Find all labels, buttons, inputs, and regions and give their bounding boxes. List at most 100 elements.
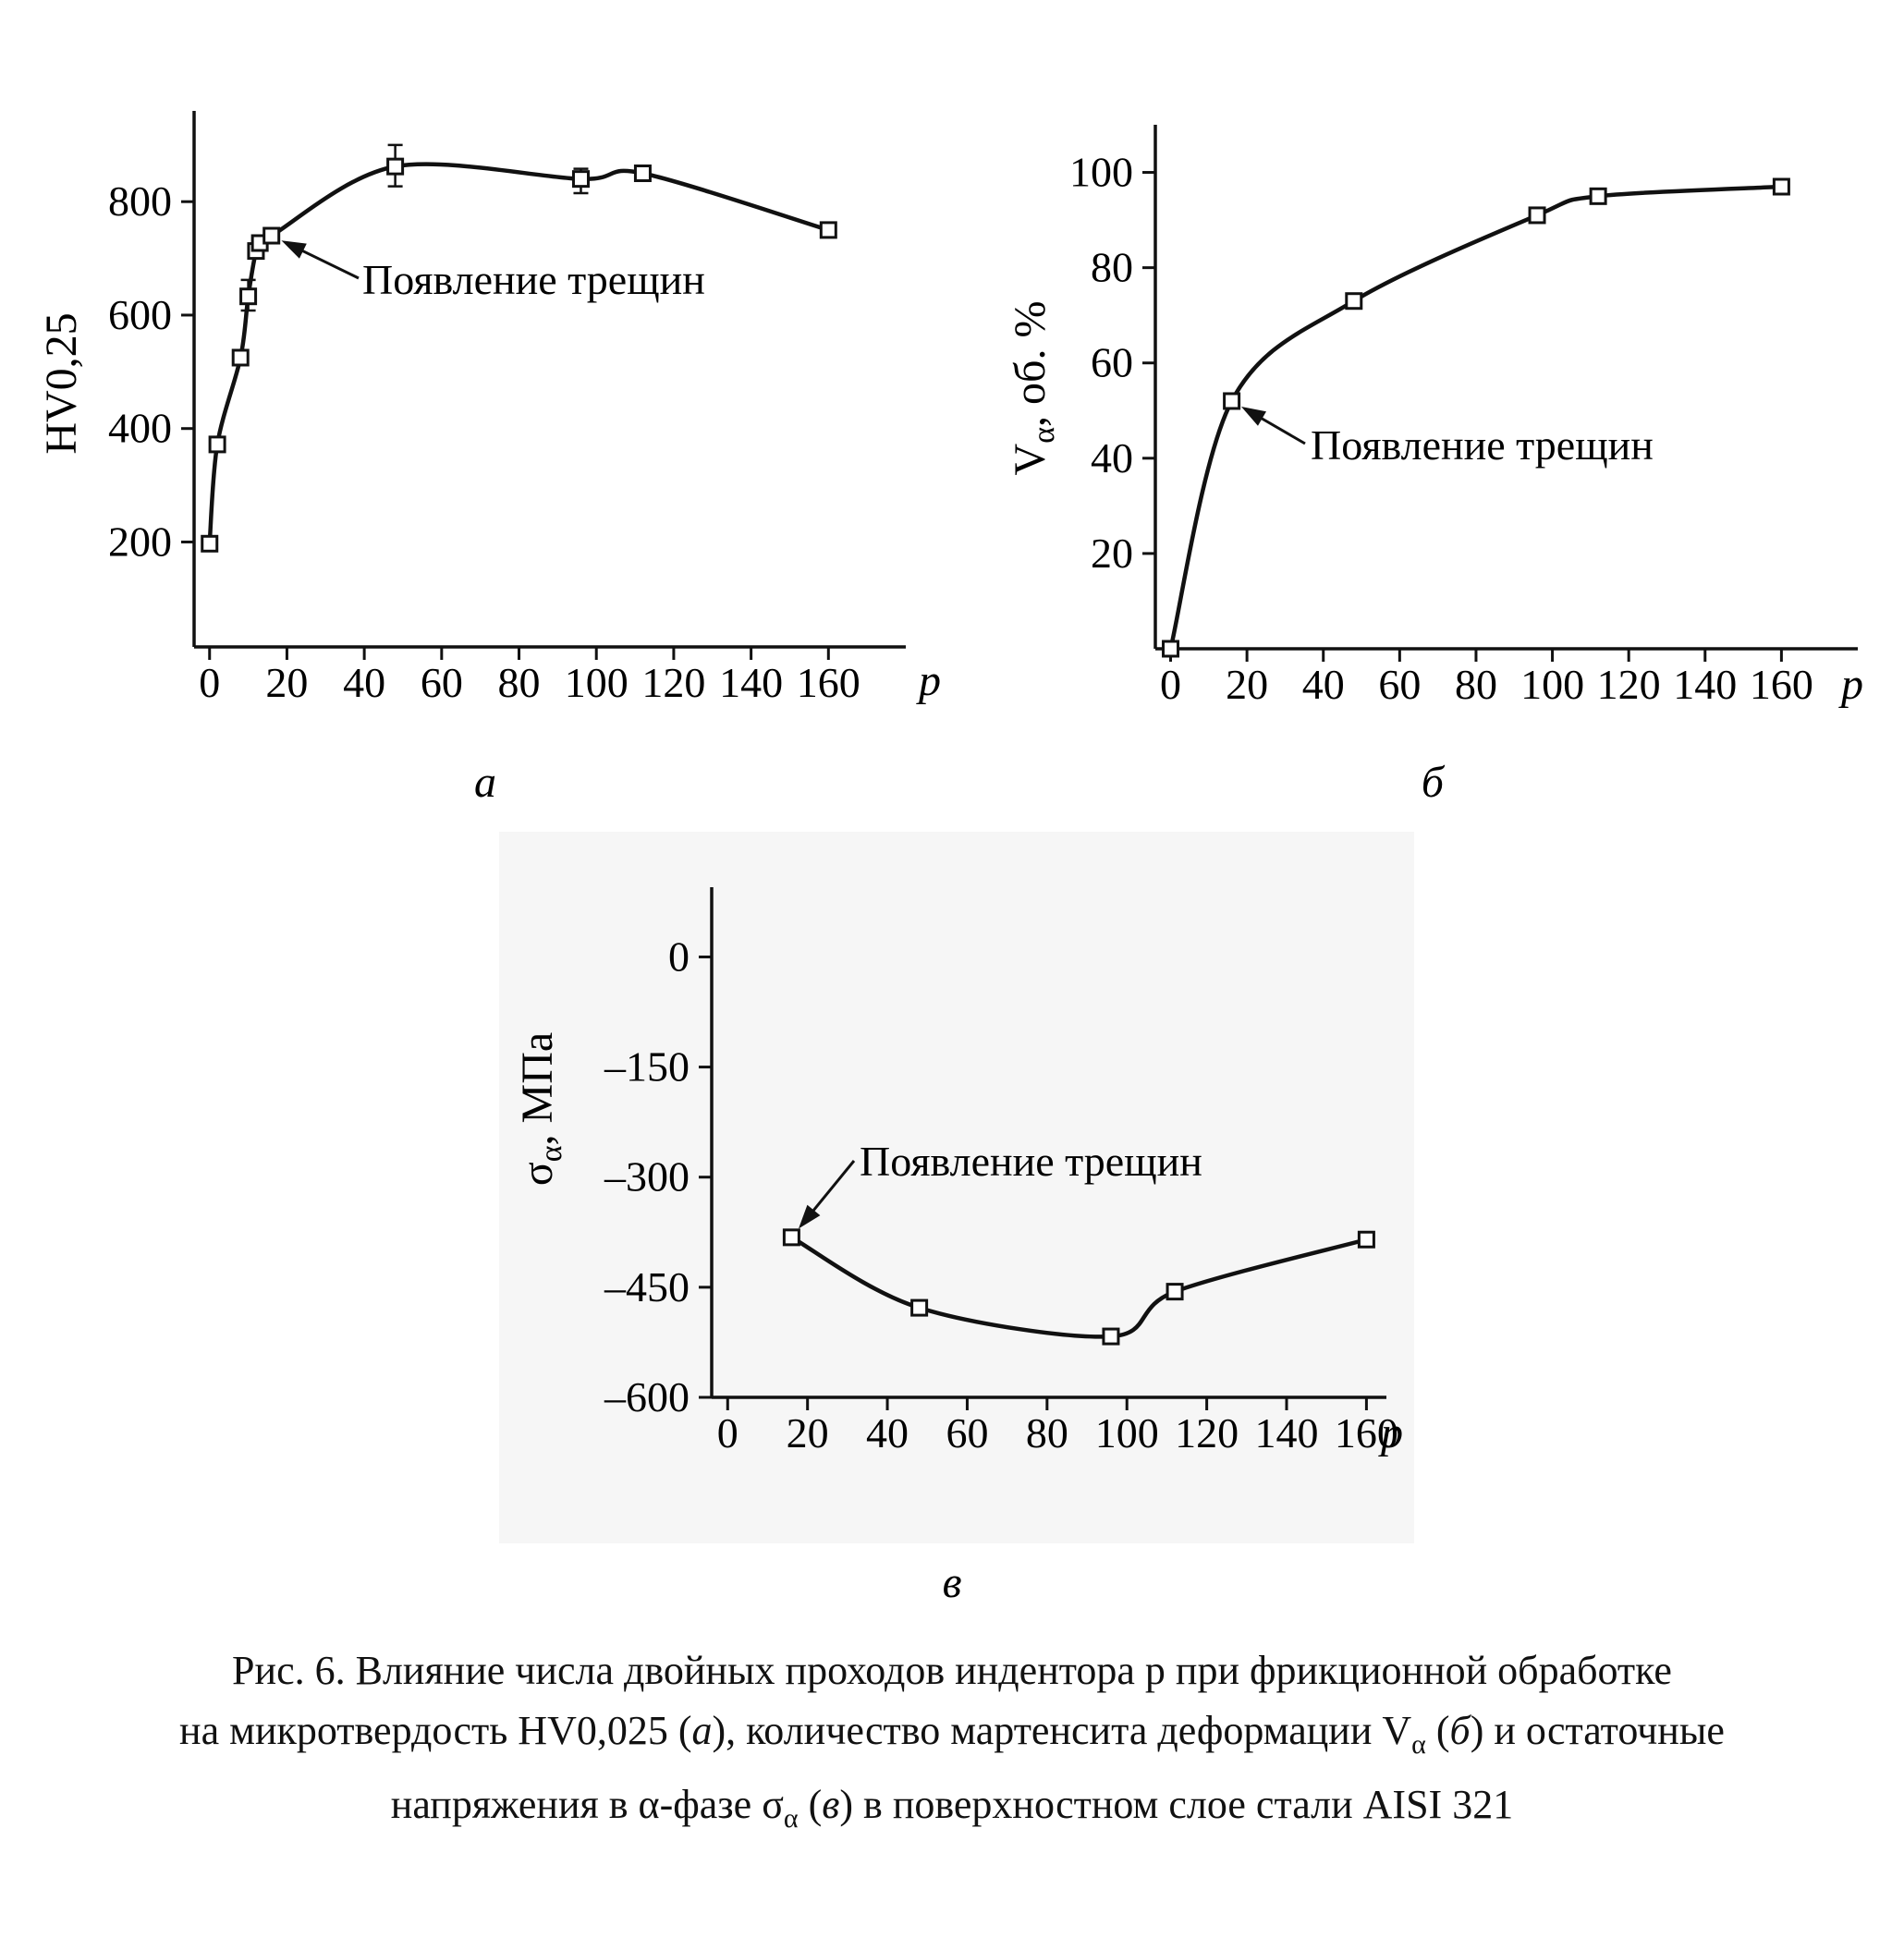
- chart-c-xtick-label: 120: [1175, 1409, 1239, 1456]
- chart-a-data-point: [201, 534, 219, 553]
- caption-line-3-a: напряжения в α-фазе σ: [390, 1781, 784, 1827]
- chart-a-xtick-label: 80: [498, 659, 541, 706]
- chart-b-xtick-label: 40: [1302, 661, 1345, 708]
- caption-line-3-a-sub: α: [783, 1802, 799, 1834]
- caption-ref-c: в: [822, 1781, 840, 1827]
- chart-a-annotation-arrowhead: [281, 240, 307, 259]
- chart-a-ytick-label: 200: [108, 518, 172, 565]
- chart-c-ytick-label: 0: [668, 932, 690, 980]
- caption-line-1-text: Рис. 6. Влияние числа двойных проходов и…: [232, 1648, 1672, 1693]
- caption-line-2-a: на микротвердость HV0,025 (: [179, 1708, 692, 1753]
- chart-b-xtick-label: 80: [1455, 661, 1497, 708]
- chart-a-xtick-label: 0: [199, 659, 220, 706]
- chart-b-ytick-label: 80: [1091, 244, 1133, 291]
- chart-a-ytick-label: 800: [108, 177, 172, 225]
- chart-b-data-point: [1162, 640, 1180, 658]
- chart-c-xtick-label: 80: [1026, 1409, 1068, 1456]
- chart-c-ytick-label: –450: [604, 1263, 690, 1310]
- chart-c-xtick-label: 20: [787, 1409, 829, 1456]
- chart-c-panel-label: в: [943, 1558, 962, 1607]
- chart-c-data-point: [782, 1228, 800, 1247]
- chart-a-xtick-label: 100: [565, 659, 629, 706]
- chart-c-xtick-label: 0: [717, 1409, 738, 1456]
- chart-b-ytick-label: 100: [1069, 149, 1133, 196]
- chart-a-data-point: [239, 287, 258, 306]
- caption-line-2-c: ) и остаточные: [1470, 1708, 1725, 1753]
- chart-c: 0 20 40 60 80 100 120 140 160 0 –150 –300 –450 –600 σ…: [513, 887, 1403, 1607]
- chart-b-annotation: Появление трещин: [1311, 421, 1654, 469]
- caption-ref-a: а: [691, 1708, 713, 1753]
- chart-c-ytick-label: –600: [604, 1373, 690, 1420]
- chart-b-xtick-label: 160: [1750, 661, 1813, 708]
- chart-a-series-line: [207, 162, 829, 544]
- chart-a-data-point: [633, 165, 652, 183]
- chart-a-data-point: [231, 348, 250, 367]
- chart-b-xlabel: p: [1838, 660, 1863, 709]
- chart-a-xtick-label: 20: [265, 659, 308, 706]
- figure-caption: Рис. 6. Влияние числа двойных проходов и…: [37, 1640, 1867, 1848]
- caption-line-2-b-sub: α: [1411, 1728, 1426, 1760]
- chart-a-data-point: [386, 157, 405, 176]
- chart-b-annotation-arrowhead: [1240, 406, 1266, 426]
- chart-c-xlabel: p: [1378, 1408, 1403, 1457]
- chart-c-xtick-label: 60: [946, 1409, 988, 1456]
- chart-b-ytick-label: 40: [1091, 434, 1133, 481]
- chart-b-xtick-label: 120: [1597, 661, 1661, 708]
- chart-a-panel-label: а: [474, 758, 496, 807]
- chart-c-ytick-label: –150: [604, 1043, 690, 1091]
- chart-c-data-point: [910, 1298, 929, 1317]
- chart-c-xtick-label: 100: [1095, 1409, 1159, 1456]
- chart-b-xtick-label: 20: [1226, 661, 1268, 708]
- chart-b-xtick-label: 60: [1378, 661, 1421, 708]
- chart-b-series-line: [1168, 184, 1782, 650]
- chart-a-data-point: [819, 221, 837, 239]
- chart-c-ylabel-main: σ: [513, 1162, 562, 1186]
- chart-b-ylabel-sub: α: [1027, 427, 1061, 444]
- chart-a: 0 20 40 60 80 100 120 140 160 200 400 600 800 HV0,25…: [37, 111, 941, 807]
- chart-c-annotation: Появление трещин: [860, 1138, 1202, 1185]
- chart-b-data-point: [1589, 187, 1607, 205]
- chart-b-ytick-label: 20: [1091, 530, 1133, 577]
- chart-c-xtick-label: 140: [1255, 1409, 1319, 1456]
- chart-b-data-point: [1223, 392, 1241, 410]
- chart-a-ylabel: HV0,25: [37, 312, 86, 454]
- chart-b-xtick-label: 0: [1160, 661, 1181, 708]
- chart-c-annotation-arrow: [806, 1160, 856, 1219]
- caption-line-3-a-paren: (: [798, 1781, 823, 1827]
- panel-c-background: [499, 832, 1414, 1543]
- chart-b-data-point: [1772, 177, 1790, 196]
- chart-c-data-point: [1166, 1283, 1184, 1301]
- caption-line-2: на микротвердость HV0,025 (а), количеств…: [37, 1700, 1867, 1774]
- chart-c-xtick-label: 160: [1335, 1409, 1398, 1456]
- chart-b-xtick-label: 140: [1673, 661, 1737, 708]
- chart-c-annotation-arrowhead: [798, 1204, 821, 1229]
- chart-a-xtick-label: 40: [343, 659, 385, 706]
- chart-a-annotation: Появление трещин: [362, 256, 705, 303]
- caption-ref-b: б: [1449, 1708, 1471, 1753]
- chart-c-xtick-label: 40: [866, 1409, 909, 1456]
- chart-b-ylabel-rest: , об. %: [1006, 301, 1055, 427]
- chart-c-data-point: [1357, 1230, 1375, 1249]
- caption-line-3: напряжения в α-фазе σα (в) в поверхностн…: [37, 1774, 1867, 1848]
- chart-b: 0 20 40 60 80 100 120 140 160 20 40 60 80 100 Vα, об.…: [1006, 125, 1863, 807]
- caption-line-3-b: ) в поверхностном слое стали AISI 321: [839, 1781, 1514, 1827]
- chart-a-data-point: [208, 435, 226, 454]
- chart-a-ytick-label: 400: [108, 405, 172, 452]
- chart-b-annotation-arrow: [1253, 412, 1306, 445]
- chart-c-ylabel: σα, МПа: [513, 1032, 568, 1186]
- caption-line-2-b-paren: (: [1425, 1708, 1450, 1753]
- chart-b-ytick-label: 60: [1091, 339, 1133, 386]
- caption-line-1: Рис. 6. Влияние числа двойных проходов и…: [37, 1640, 1867, 1700]
- chart-c-ylabel-sub: α: [534, 1145, 568, 1162]
- chart-a-data-point: [262, 226, 281, 245]
- caption-line-2-b: ), количество мартенсита деформации V: [712, 1708, 1412, 1753]
- chart-a-xtick-label: 140: [719, 659, 783, 706]
- chart-c-ytick-label: –300: [604, 1153, 690, 1200]
- chart-b-panel-label: б: [1422, 758, 1446, 807]
- chart-b-ylabel-main: V: [1006, 443, 1055, 475]
- chart-c-data-point: [1102, 1327, 1120, 1346]
- chart-c-ylabel-rest: , МПа: [513, 1032, 562, 1146]
- chart-a-xlabel: p: [916, 656, 941, 705]
- chart-b-data-point: [1345, 292, 1363, 311]
